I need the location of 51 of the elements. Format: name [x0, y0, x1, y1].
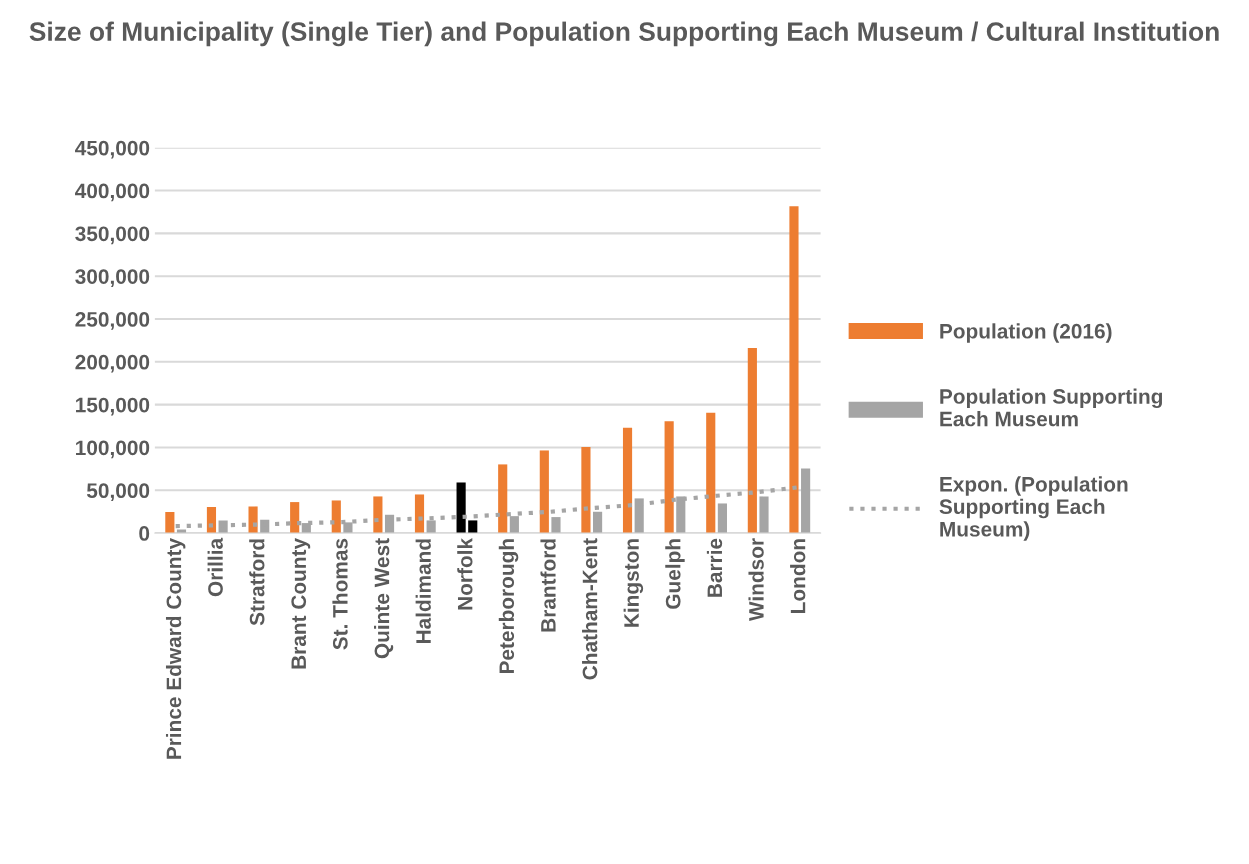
- bar: [801, 468, 811, 534]
- x-tick-label: Haldimand: [415, 539, 431, 644]
- bar: [593, 511, 603, 534]
- y-tick-label: 300,000: [75, 269, 150, 287]
- bar: [747, 348, 757, 534]
- legend-label: Population (2016): [940, 323, 1112, 343]
- y-tick-label: 0: [139, 526, 150, 541]
- x-tick-label: Brant County: [291, 538, 311, 669]
- x-tick-label: London: [790, 539, 806, 613]
- bar: [706, 412, 716, 534]
- bar: [664, 421, 674, 534]
- y-tick-label: 150,000: [76, 397, 150, 416]
- bar: [539, 450, 549, 534]
- y-tick-label: 450,000: [75, 140, 150, 159]
- x-tick-label: Brantford: [540, 539, 556, 632]
- bar: [248, 506, 258, 534]
- chart-title: Size of Municipality (Single Tier) and Population Supporting Each Museum / Cultural Institution: [29, 21, 1219, 47]
- x-tick-label: Orillia: [207, 537, 223, 597]
- bar: [373, 496, 383, 534]
- y-tick-label: 400,000: [75, 183, 150, 202]
- bar: [498, 464, 508, 534]
- x-tick-label: Guelph: [665, 539, 685, 609]
- bar: [468, 520, 478, 534]
- x-tick-label: Norfolk: [457, 537, 473, 610]
- x-tick-label: St. Thomas: [332, 538, 348, 650]
- y-tick-label: 350,000: [75, 226, 150, 245]
- x-tick-label: Windsor: [748, 538, 764, 622]
- x-tick-label: Quinte West: [374, 538, 394, 659]
- bar: [551, 517, 561, 534]
- bar: [717, 503, 727, 534]
- bar: [789, 206, 799, 534]
- y-tick-label: 100,000: [76, 440, 150, 459]
- x-tick-label: Stratford: [249, 539, 265, 626]
- legend-label: Expon. (Population Supporting Each Museum): [939, 476, 1128, 541]
- bar: [331, 500, 341, 534]
- bar: [456, 482, 466, 534]
- bar: [581, 447, 591, 534]
- y-tick-label: 200,000: [75, 354, 150, 373]
- x-tick-label: Kingston: [623, 539, 644, 627]
- y-tick-label: 250,000: [75, 312, 150, 330]
- bar: [290, 502, 300, 534]
- bar: [759, 496, 769, 534]
- x-tick-label: Prince Edward County: [165, 538, 186, 759]
- x-tick-label: Peterborough: [498, 539, 519, 674]
- bar: [414, 494, 425, 534]
- bar: [165, 512, 175, 534]
- x-tick-label: Chatham-Kent: [582, 538, 598, 680]
- legend-label: Population Supporting Each Museum: [940, 388, 1163, 427]
- bar: [622, 427, 633, 534]
- x-tick-label: Barrie: [706, 538, 723, 597]
- y-tick-label: 50,000: [86, 483, 150, 502]
